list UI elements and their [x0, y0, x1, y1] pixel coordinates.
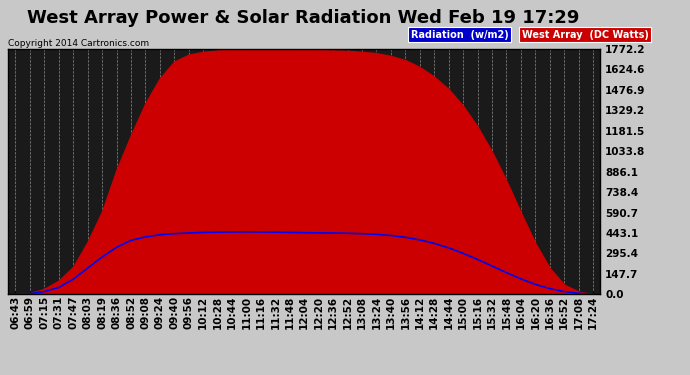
- Text: Copyright 2014 Cartronics.com: Copyright 2014 Cartronics.com: [8, 39, 150, 48]
- Text: Radiation  (w/m2): Radiation (w/m2): [411, 30, 509, 39]
- Text: West Array Power & Solar Radiation Wed Feb 19 17:29: West Array Power & Solar Radiation Wed F…: [28, 9, 580, 27]
- Text: West Array  (DC Watts): West Array (DC Watts): [522, 30, 649, 39]
